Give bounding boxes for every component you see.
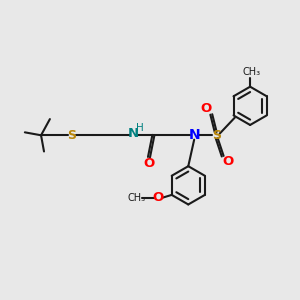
Text: N: N <box>128 127 140 140</box>
Text: O: O <box>143 157 154 170</box>
Text: S: S <box>68 129 76 142</box>
Text: O: O <box>222 155 234 168</box>
Text: S: S <box>212 129 221 142</box>
Text: H: H <box>136 123 144 133</box>
Text: O: O <box>200 102 211 115</box>
Text: N: N <box>188 128 200 142</box>
Text: O: O <box>153 191 164 204</box>
Text: CH₃: CH₃ <box>127 193 146 203</box>
Text: CH₃: CH₃ <box>242 67 261 77</box>
